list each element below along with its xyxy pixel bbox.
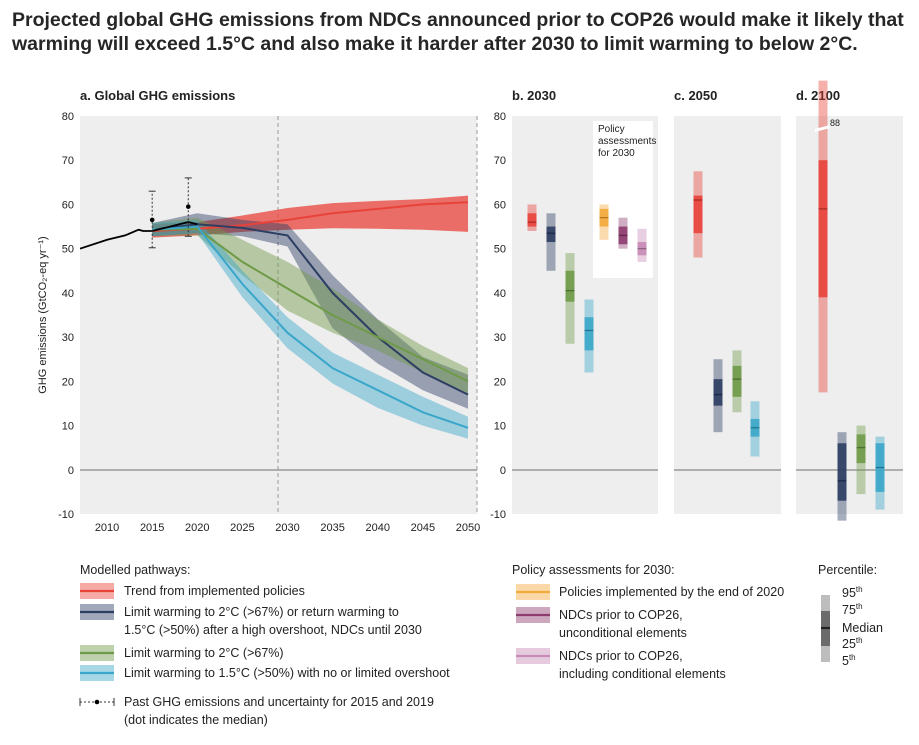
legend-policy-title: Policy assessments for 2030: [512,563,675,577]
x-tick-label: 2015 [140,522,164,534]
panel-b: b. 2030 -10 0 10 20 30 40 50 60 70 80 Policy asse… [490,88,659,521]
y-tick-label: 0 [500,465,506,477]
y-tick-label: 10 [62,421,74,433]
band-c2 [152,217,468,395]
y-tick-label: -10 [490,509,506,521]
panel-a-title: a. Global GHG emissions [80,88,235,103]
box-inner-policies [818,160,828,298]
median-line-ndc2030 [152,223,469,396]
legend-policy-label: unconditional elements [559,626,687,640]
median-line-policies [152,201,469,232]
panel-d-boxes [818,80,885,521]
legend-pathway-label: Limit warming to 2°C (>67%) [124,646,284,660]
title-line-1: Projected global GHG emissions from NDCs… [12,9,904,31]
x-tick-label: 2050 [456,522,480,534]
median-line-c2 [152,227,469,383]
panel-a-x-ticks: 2010 2015 2020 2025 2030 2035 2040 2045 2050 [95,522,480,534]
percentile-label: 25th [842,636,863,651]
x-tick-label: 2030 [275,522,299,534]
legend-pathway-label: Trend from implemented policies [124,584,305,598]
title-line-2: warming will exceed 1.5°C and also make … [12,33,858,55]
legend-past-label: (dot indicates the median) [124,713,268,727]
legend-policy-label: Policies implemented by the end of 2020 [559,585,784,599]
percentile-label: 95th [842,585,863,600]
panel-c-boxes [693,171,760,457]
box-inner-c2 [732,365,742,397]
y-tick-label: 30 [62,332,74,344]
uncertainty-median-dot [185,204,191,209]
y-tick-label: 80 [62,111,74,123]
panel-a-y-ticks: -10 0 10 20 30 40 50 60 70 80 [58,111,74,521]
legend-pathway-label: Limit warming to 2°C (>67%) or return wa… [124,605,399,619]
y-tick-label: 50 [494,244,506,256]
y-tick-label: 50 [62,244,74,256]
panel-b-title: b. 2030 [512,88,556,103]
panel-c-title: c. 2050 [674,88,717,103]
panel-a-series [80,177,469,439]
legend-percentile-title: Percentile: [818,563,877,577]
legend-past-label: Past GHG emissions and uncertainty for 2… [124,695,434,709]
band-c15 [152,219,468,439]
panel-d: d. 2100 88 [796,80,903,521]
y-tick-label: 40 [494,288,506,300]
percentile-label: Median [842,621,883,635]
panel-b-boxes [527,204,647,373]
median-line-c15 [152,225,469,429]
box-inner-policies [527,213,537,227]
y-tick-label: 70 [62,155,74,167]
percentile-label: 5th [842,653,856,668]
y-axis-label: GHG emissions (GtCO₂-eq yr⁻¹) [37,236,49,393]
box-inner-policies [693,195,703,234]
figure-title: Projected global GHG emissions from NDCs… [12,8,912,56]
box-inner-ndc2030 [837,443,847,501]
legend-pathway-label: 1.5°C (>50%) after a high overshoot, NDC… [124,623,422,637]
legend-policy-label: including conditional elements [559,667,726,681]
x-tick-label: 2020 [185,522,209,534]
legend-policy-label: NDCs prior to COP26, [559,608,683,622]
box-inner-c2 [856,434,866,464]
y-tick-label: 20 [494,376,506,388]
panel-c: c. 2050 [674,88,781,514]
x-tick-label: 2010 [95,522,119,534]
legend-past-dot [94,699,100,705]
y-tick-label: 60 [62,199,74,211]
break-label: 88 [830,118,840,128]
box-inner-ndc2030 [546,226,556,243]
x-tick-label: 2045 [411,522,435,534]
panel-d-background [796,116,903,514]
x-tick-label: 2040 [366,522,390,534]
legend-pathways-title: Modelled pathways: [80,563,190,577]
box-inner-c15 [584,317,594,351]
legend: Modelled pathways: Trend from implemented… [79,563,883,727]
policy-callout-text: Policy assessments for 2030 [598,124,659,159]
panel-c-background [674,116,781,514]
y-tick-label: -10 [58,509,74,521]
x-tick-label: 2025 [230,522,254,534]
y-tick-label: 20 [62,376,74,388]
y-tick-label: 10 [494,421,506,433]
box-inner-c2 [565,270,575,302]
y-tick-label: 40 [62,288,74,300]
legend-policy-label: NDCs prior to COP26, [559,649,683,663]
percentile-label: 75th [842,602,863,617]
y-tick-label: 80 [494,111,506,123]
y-tick-label: 30 [494,332,506,344]
y-tick-label: 70 [494,155,506,167]
y-tick-label: 0 [68,465,74,477]
band-ndc2030 [152,213,468,409]
panel-d-title: d. 2100 [796,88,840,103]
x-tick-label: 2035 [320,522,344,534]
legend-pathway-label: Limit warming to 1.5°C (>50%) with no or… [124,666,450,680]
axis-break-marker: 88 [815,118,840,132]
y-tick-label: 60 [494,199,506,211]
panel-a: a. Global GHG emissions GHG emissions (G… [37,88,480,534]
box-inner-ndc2030 [713,379,723,406]
uncertainty-median-dot [149,217,155,223]
panel-b-y-ticks: -10 0 10 20 30 40 50 60 70 80 [490,111,506,521]
